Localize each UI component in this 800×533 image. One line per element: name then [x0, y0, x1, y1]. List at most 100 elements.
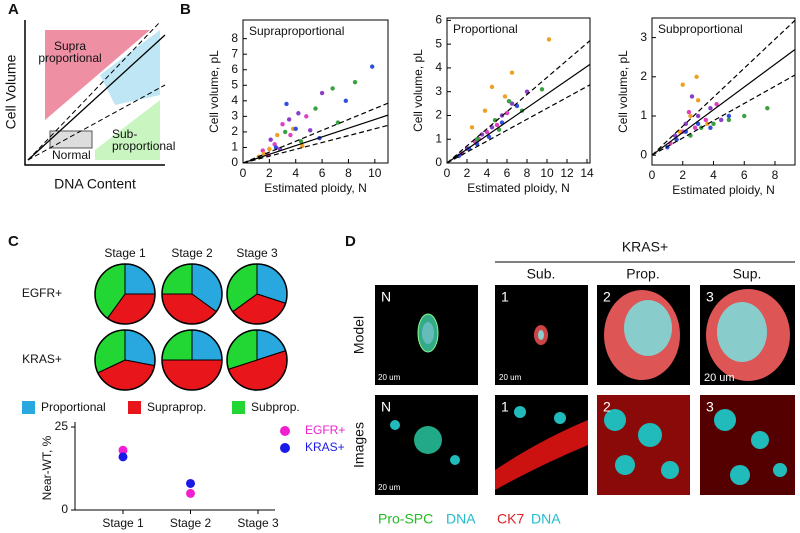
- y-tick-label: 0: [435, 155, 442, 169]
- nucleus: [661, 461, 679, 479]
- cell-label: N: [381, 399, 391, 415]
- nucleus: [714, 409, 736, 431]
- plot-frame: [651, 17, 796, 166]
- plot-title: Subproportional: [658, 22, 743, 36]
- axis-label: Estimated ploidy, N: [467, 181, 570, 195]
- x-tick-label: Stage 1: [102, 516, 144, 530]
- x-tick-label: 8: [772, 168, 779, 182]
- point: [280, 121, 285, 127]
- axis-label: DNA Content: [54, 176, 136, 192]
- sub-region: [95, 100, 160, 160]
- legend-label: EGFR+: [305, 423, 345, 437]
- axis-label: Cell volume, pL: [207, 50, 221, 133]
- pie-outline: [94, 329, 156, 391]
- cell-label: 3: [706, 399, 714, 415]
- point: [308, 128, 313, 133]
- points: [456, 37, 552, 159]
- x-tick-label: 10: [368, 166, 382, 180]
- nucleus-model: [717, 302, 767, 362]
- stain-label: Pro-SPC: [378, 511, 433, 527]
- plot-frame: [446, 17, 591, 164]
- nucleus-model: [538, 330, 544, 340]
- point: [714, 102, 719, 107]
- cell-label: N: [381, 289, 391, 305]
- axis-label: Cell Volume: [3, 54, 19, 129]
- column-label: Sub.: [527, 266, 556, 282]
- point: [705, 121, 710, 127]
- fit-line: [652, 74, 795, 156]
- y-tick-label: 3: [231, 109, 238, 123]
- row-label: KRAS+: [22, 352, 62, 366]
- legend-swatch: [128, 401, 141, 414]
- column-label: Stage 3: [236, 246, 278, 260]
- point: [695, 98, 701, 103]
- axis-label: Estimated ploidy, N: [672, 183, 775, 197]
- point: [484, 129, 490, 135]
- point: [504, 110, 510, 116]
- point: [695, 121, 701, 127]
- y-tick-label: 6: [231, 62, 238, 76]
- axes: [74, 422, 275, 511]
- point: [284, 101, 289, 107]
- point: [494, 122, 500, 128]
- point: [267, 146, 272, 152]
- point: [469, 125, 475, 130]
- pie-slice: [124, 329, 156, 367]
- point: [506, 98, 512, 104]
- x-tick-label: 12: [560, 166, 574, 180]
- line: [27, 84, 166, 161]
- point: [343, 98, 349, 104]
- point: [482, 108, 488, 113]
- supra-region: [45, 30, 150, 120]
- pie-outline: [226, 263, 288, 325]
- row-label: Images: [351, 422, 367, 468]
- fit-line: [447, 40, 590, 163]
- scale-bar-label: 20 um: [499, 373, 522, 382]
- point: [708, 105, 713, 111]
- x-tick-label: 10: [540, 166, 554, 180]
- cell-label: 1: [501, 289, 509, 305]
- panel-d: KRAS+ Sub. Prop. Sup. Model Images: [351, 239, 795, 527]
- plot-title: Supraproportional: [249, 24, 344, 38]
- point: [288, 132, 293, 138]
- legend-label: Supraprop.: [147, 400, 206, 414]
- legend-label: Subprop.: [251, 400, 300, 414]
- point: [686, 109, 692, 115]
- point: [369, 64, 375, 69]
- scale-bar-label: 20 um: [704, 372, 735, 384]
- point: [524, 89, 530, 94]
- y-tick-label: 1: [231, 140, 238, 154]
- fit-line: [243, 102, 388, 163]
- point: [486, 134, 492, 140]
- y-tick-label: 5: [435, 36, 442, 50]
- y-tick-label: 2: [640, 69, 647, 83]
- y-tick-label: 1: [640, 108, 647, 122]
- fit-lines: [447, 40, 590, 163]
- point: [330, 86, 335, 91]
- nucleus: [730, 465, 750, 485]
- point: [296, 111, 301, 116]
- y-tick-label: 3: [640, 30, 647, 44]
- point: [313, 106, 318, 111]
- cell: [414, 426, 442, 454]
- nucleus: [773, 463, 787, 477]
- axes: [24, 20, 165, 166]
- point: [695, 113, 701, 119]
- point: [489, 125, 495, 130]
- y-tick-label: 8: [231, 31, 238, 45]
- point: [275, 132, 280, 138]
- x-tick-label: 6: [504, 166, 511, 180]
- axis-label: Near-WT, %: [40, 435, 54, 500]
- column-label: Stage 2: [171, 246, 213, 260]
- pie-outline: [226, 329, 288, 391]
- point: [489, 84, 495, 90]
- axis-label: Estimated ploidy, N: [264, 181, 367, 195]
- dot: [186, 478, 195, 488]
- y-tick-label: 0: [231, 155, 238, 169]
- x-tick-label: Stage 3: [237, 516, 279, 530]
- x-tick-label: 8: [524, 166, 531, 180]
- scale-bar-label: 20 um: [378, 373, 401, 382]
- plot-frame: [242, 19, 389, 164]
- point: [689, 94, 695, 99]
